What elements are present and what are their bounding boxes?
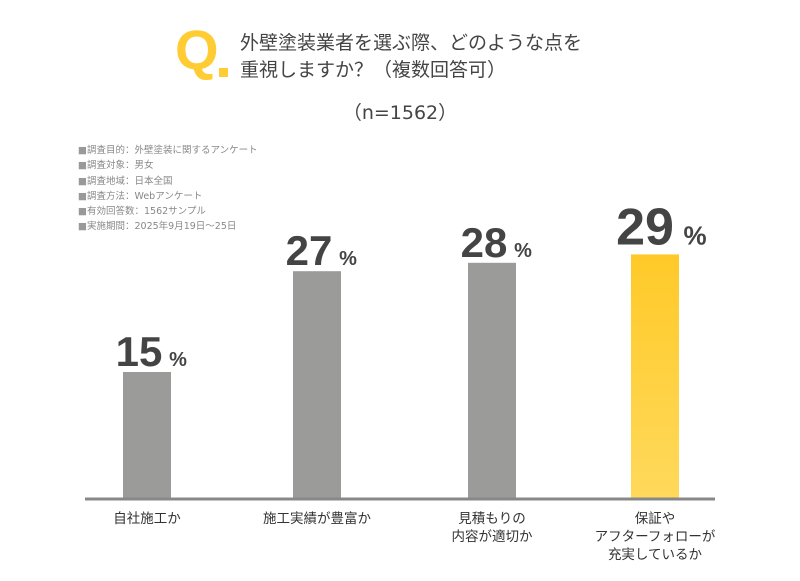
bar [293,271,341,498]
category-label: 見積もりの 内容が適切か [451,511,533,545]
note: 調査目的：外壁塗装に関するアンケート [78,143,258,158]
data-label: 28 [461,219,508,266]
unit-label: % [683,220,706,250]
q-dot [219,68,228,77]
data-label: 15 [116,328,163,375]
unit-label: % [169,349,187,371]
bar [631,254,679,498]
q-mark: Q [175,18,219,81]
unit-label: % [514,240,532,262]
unit-label: % [339,248,357,270]
question-title: 外壁塗装業者を選ぶ際、どのような点を 重視しますか？（複数回答可） [240,32,583,81]
bar [468,262,516,498]
category-label: 保証や アフターフォローが 充実しているか [594,511,716,563]
note: 調査方法：Webアンケート [78,189,258,204]
survey-notes: 調査目的：外壁塗装に関するアンケート 調査対象：男女 調査地域：日本全国 調査方… [78,143,258,235]
note: 有効回答数：1562サンプル [78,204,258,219]
data-label: 27 [286,227,333,274]
note: 実施期間：2025年9月19日～25日 [78,219,258,234]
note: 調査対象：男女 [78,158,258,173]
category-label: 施工実績が豊富か [263,511,371,527]
category-label: 自社施工か [113,511,181,527]
data-label: 29 [616,198,674,256]
bar [123,372,171,498]
note: 調査地域：日本全国 [78,174,258,189]
sample-size: （n=1562） [342,102,458,124]
